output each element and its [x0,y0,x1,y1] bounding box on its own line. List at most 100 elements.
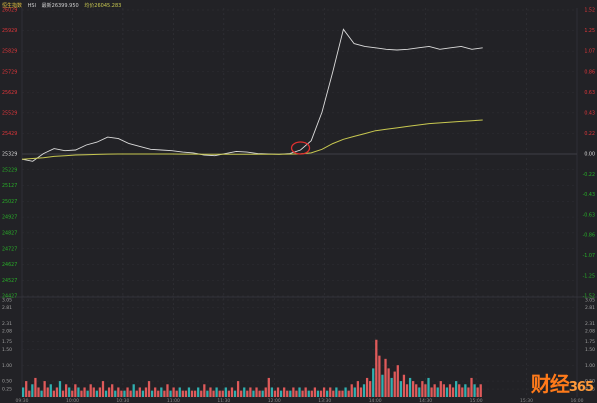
volume-bar [307,390,310,397]
volume-bar [427,377,430,397]
volume-tick-label-right: 3.05 [585,298,595,304]
volume-bar [384,358,387,397]
volume-bar [138,387,141,397]
volume-bar [359,387,363,397]
volume-bar [86,390,89,397]
volume-bar [301,390,304,397]
volume-bar [433,384,436,397]
volume-bar [405,384,409,397]
x-tick-label: 15:00 [470,398,483,403]
volume-bar [356,381,360,397]
volume-bar [22,387,25,397]
chart-legend: 恒生指数 HSI 最新26399.950 均价26045.283 [2,2,125,9]
volume-tick-label: 2.81 [2,305,12,311]
volume-bar [126,387,129,397]
volume-tick-label: 0.50 [2,379,12,385]
price-tick-label: 25729 [2,69,17,75]
volume-bar [92,387,95,397]
price-tick-label: 24827 [2,230,17,236]
pct-tick-label: 0.43 [584,110,595,116]
volume-bar [197,387,200,397]
volume-bar [451,387,455,397]
volume-bar [375,339,378,397]
x-tick-label: 13:30 [318,398,331,403]
volume-bar [157,390,160,397]
volume-bar [190,390,194,397]
x-tick-label: 16:00 [571,398,584,403]
volume-bar [283,387,286,397]
volume-bar [68,387,71,397]
volume-bar [206,390,209,397]
volume-bar [304,387,307,397]
price-tick-label: 25629 [2,90,17,96]
volume-bar [37,387,40,397]
volume-bar [218,390,221,397]
volume-bar [175,390,178,397]
volume-bar [458,384,461,397]
volume-bar [341,390,344,397]
price-tick-label: 25329 [2,152,17,158]
volume-tick-label-right: 0.50 [585,379,595,385]
volume-bar [424,384,427,397]
price-tick-label: 24427 [2,294,17,300]
volume-bar [144,387,148,397]
pct-tick-label: 0.00 [584,152,595,158]
volume-bar [135,390,138,397]
volume-bar [187,387,191,397]
volume-bar [329,387,332,397]
volume-bar [421,381,424,397]
volume-bar [233,390,237,397]
volume-bar [77,387,80,397]
volume-bar [114,390,117,397]
volume-bar [418,387,421,397]
volume-bar [154,387,157,397]
volume-bar [71,390,74,397]
watermark-number: 365 [568,380,594,395]
volume-bar [464,384,467,397]
volume-bar [292,387,295,397]
pct-tick-label: 1.07 [584,49,595,55]
volume-bar [442,384,445,397]
volume-tick-label-right: 2.08 [585,328,595,334]
volume-bar [132,384,135,397]
volume-bar [178,387,181,397]
pct-tick-label: 1.25 [584,28,595,34]
x-tick-label: 15:30 [520,398,533,403]
price-tick-label: 25929 [2,28,17,34]
x-tick-label: 14:00 [369,398,382,403]
price-tick-label: 24527 [2,278,17,284]
volume-bar [227,390,231,397]
volume-bar [467,387,470,397]
volume-tick-label-right: 2.81 [585,305,595,311]
volume-bar [181,390,184,397]
volume-bar [387,368,390,397]
volume-bar [378,355,381,397]
price-tick-label: 24927 [2,215,17,221]
volume-tick-label: 1.75 [2,339,12,345]
volume-bar [365,377,369,397]
volume-bar [289,390,292,397]
volume-bar [455,381,458,397]
volume-bar [461,387,464,397]
volume-tick-label: 2.08 [2,328,12,334]
volume-bar [412,381,415,397]
index-code: HSI [27,3,37,9]
volume-bar [129,390,132,397]
volume-bar [203,384,206,397]
volume-bar [473,384,476,397]
volume-bar [326,390,329,397]
volume-bar [322,387,326,397]
volume-bar [430,387,433,397]
price-tick-label: 24627 [2,262,17,268]
volume-bar [141,390,145,397]
volume-bar [267,377,270,397]
volume-bar [28,390,31,397]
volume-bar [40,390,43,397]
volume-bar [319,390,323,397]
volume-tick-label-right: 1.75 [585,339,595,345]
volume-tick-label-right: 1.00 [585,363,595,369]
volume-bar [310,390,313,397]
volume-bar [393,371,396,397]
volume-bar [74,384,77,397]
